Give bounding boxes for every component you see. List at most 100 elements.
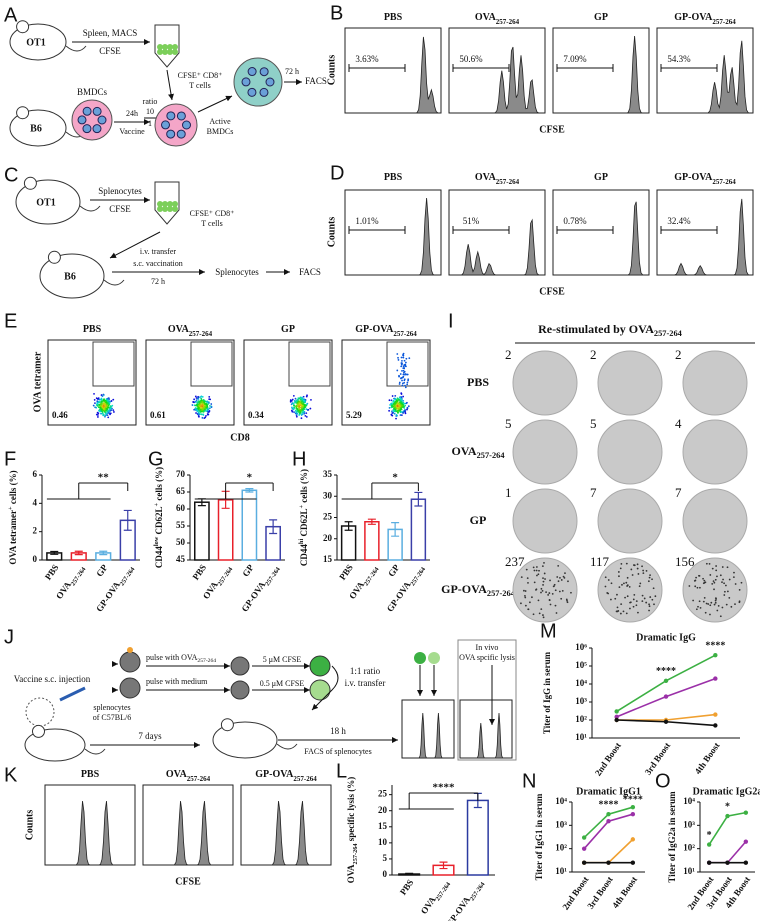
series-line — [709, 841, 747, 864]
y-tick-label: 10¹ — [555, 866, 567, 876]
event-dot — [391, 414, 394, 417]
x-tick-label: 2nd Boost — [593, 741, 623, 778]
label: 0.5 μM CFSE — [260, 679, 305, 688]
event-dot — [397, 408, 400, 410]
event-dot — [101, 411, 104, 413]
text-part: GP — [94, 562, 110, 578]
spot — [542, 577, 544, 580]
highlight-box — [457, 639, 517, 761]
event-dot — [388, 409, 391, 412]
spot — [535, 589, 537, 591]
label: i.v. transfer — [140, 247, 176, 256]
labeled-cell — [309, 655, 331, 677]
elispot-well — [597, 488, 663, 554]
event-dot — [300, 396, 303, 399]
text-part: PBS — [398, 878, 416, 897]
axis-title: Counts — [326, 55, 337, 86]
event-dot — [112, 409, 115, 412]
event-dot — [404, 361, 407, 364]
script-text: 257-264 — [712, 178, 736, 186]
event-dot — [402, 399, 405, 402]
event-dot — [296, 410, 299, 413]
event-dot — [407, 378, 410, 381]
point — [743, 810, 749, 815]
spot — [537, 599, 540, 602]
event-dot — [296, 412, 299, 415]
cell — [162, 44, 168, 50]
script-text: 257-264 — [712, 18, 736, 26]
error-bar — [74, 550, 83, 556]
y-tick-label: 10³ — [555, 819, 567, 829]
bracket-arrow — [311, 665, 339, 711]
cell — [157, 49, 163, 55]
spot — [632, 605, 635, 608]
text-part: GP-OVA — [674, 12, 713, 23]
text-part: GP-OVA — [385, 579, 413, 613]
spot — [702, 582, 705, 585]
event-dot — [302, 395, 305, 398]
point — [706, 860, 712, 865]
text-part: OVA — [451, 444, 476, 458]
panel-letter: G — [148, 448, 164, 470]
event-dot — [100, 394, 103, 396]
spot — [716, 575, 718, 578]
point — [614, 717, 619, 723]
spot — [615, 610, 618, 613]
spot — [733, 571, 735, 574]
event-dot — [205, 414, 207, 417]
mouse-tail — [65, 45, 87, 52]
event-dot — [290, 399, 293, 402]
point — [581, 846, 587, 851]
event-dot — [398, 396, 401, 399]
y-tick-label: 55 — [176, 520, 186, 530]
event-dot — [295, 400, 297, 403]
event-dot — [397, 398, 400, 401]
chart-title: Dramatic IgG1 — [576, 786, 641, 797]
spot-count: 5 — [505, 416, 512, 431]
label: BMDCs — [77, 87, 108, 97]
spot-count: 2 — [675, 347, 682, 362]
cell — [157, 44, 163, 50]
event-dot — [390, 405, 393, 407]
event-dot — [192, 401, 195, 403]
spot-count: 5 — [590, 416, 597, 431]
axis-title: CFSE — [539, 286, 565, 297]
spot — [629, 607, 631, 610]
spot — [740, 581, 743, 584]
event-dot — [96, 400, 99, 403]
y-tick-label: 10 — [378, 837, 388, 847]
spot — [719, 574, 722, 577]
point — [743, 860, 749, 865]
spot — [639, 582, 642, 585]
cell — [97, 115, 107, 125]
text-part: GP-OVA — [240, 579, 268, 613]
text-part: GP — [594, 12, 608, 23]
event-dot — [401, 379, 403, 382]
group-label: OVA257-264 — [451, 444, 505, 461]
spot — [723, 582, 725, 585]
y-tick-label: 25 — [323, 512, 333, 522]
script-text: 257-264 — [197, 658, 216, 664]
event-dot — [290, 403, 293, 406]
y-tick-label: 10⁴ — [555, 796, 567, 806]
plot-frame — [243, 339, 333, 426]
event-dot — [300, 401, 303, 404]
event-dot — [403, 381, 406, 384]
label: 1 — [148, 119, 152, 128]
event-dot — [106, 402, 108, 405]
group-label: PBS — [384, 12, 403, 23]
spot — [528, 601, 531, 604]
event-dot — [404, 409, 407, 412]
script-text: 257-264 — [434, 880, 452, 902]
spot — [732, 576, 735, 578]
label: OT1 — [26, 37, 45, 48]
cell — [172, 44, 178, 50]
spot — [625, 562, 628, 565]
axis-title: CD44hi CD62L+ cells (%) — [298, 469, 309, 566]
event-dot — [107, 397, 109, 400]
label: OVA spcific lysis — [459, 653, 515, 662]
text-part: GP-OVA — [94, 579, 122, 613]
point — [606, 812, 611, 817]
group-label: GP-OVA257-264 — [674, 12, 736, 25]
x-tick-label: PBS — [398, 878, 416, 897]
